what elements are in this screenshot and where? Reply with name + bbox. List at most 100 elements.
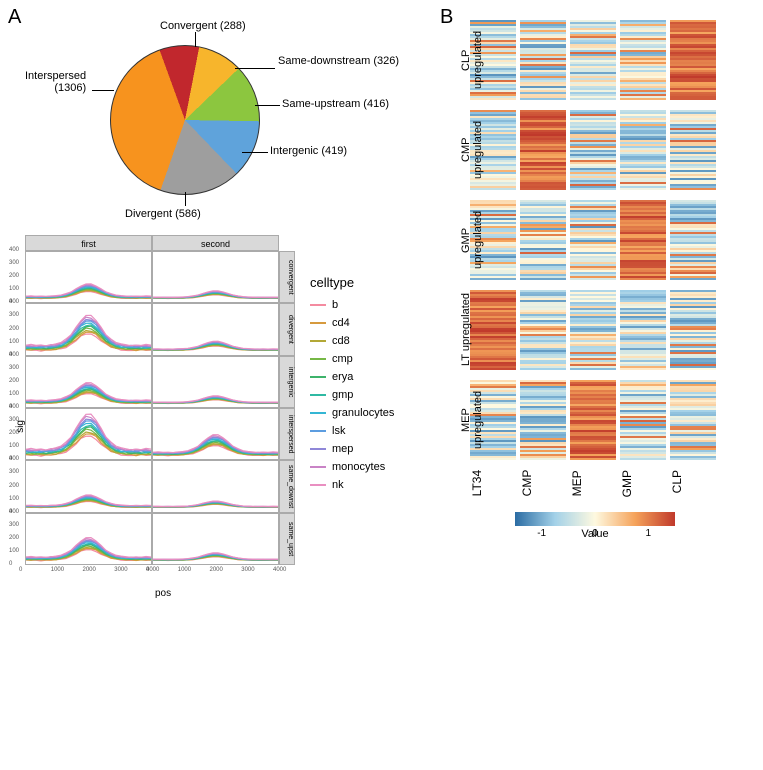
legend-item: granulocytes <box>310 404 420 422</box>
facet-cell <box>152 408 279 460</box>
facet-cell <box>152 513 279 565</box>
y-tick: 300 <box>9 260 19 266</box>
y-tick: 200 <box>9 273 19 279</box>
heatmap-column <box>670 380 716 460</box>
heatmap-cell <box>520 278 566 280</box>
heatmap-column <box>620 20 666 100</box>
heatmap-grid <box>470 110 750 190</box>
leader <box>235 68 275 69</box>
facet-cell <box>25 513 152 565</box>
legend-swatch <box>310 394 326 396</box>
facet-cell <box>152 303 279 355</box>
y-tick: 100 <box>9 286 19 292</box>
panel-a: Convergent (288) Same-downstream (326) S… <box>10 20 410 575</box>
y-tick: 0 <box>9 561 12 567</box>
heatmap-column <box>570 20 616 100</box>
heatmap-column <box>620 200 666 280</box>
heatmap-column <box>670 110 716 190</box>
facet-cell <box>152 356 279 408</box>
heatmap-cell <box>520 98 566 100</box>
x-tick: 4000 <box>273 567 286 573</box>
heatmap-column <box>620 380 666 460</box>
heatmap-column <box>570 380 616 460</box>
heatmap-cell <box>520 368 566 370</box>
heatmap-cell <box>570 98 616 100</box>
heatmap-x-label: CLP <box>670 470 716 497</box>
y-tick: 300 <box>9 365 19 371</box>
heatmap-cell <box>670 98 716 100</box>
y-tick: 100 <box>9 339 19 345</box>
facet-cell <box>25 356 152 408</box>
facet-cell <box>25 303 152 355</box>
heatmap-cell <box>620 98 666 100</box>
legend-label: gmp <box>332 389 353 401</box>
leader <box>242 152 268 153</box>
heatmap-column <box>670 290 716 370</box>
heatmap-x-label: CMP <box>520 470 566 497</box>
facet-y-label: sig <box>15 420 26 433</box>
legend-label: lsk <box>332 425 345 437</box>
pie-label-intergenic: Intergenic (419) <box>270 145 347 157</box>
colorbar: -101 Value <box>505 512 685 552</box>
legend-swatch <box>310 376 326 378</box>
pie-label-convergent: Convergent (288) <box>160 20 246 32</box>
facet-cell <box>25 251 152 303</box>
y-tick: 200 <box>9 326 19 332</box>
heatmap-group-label: CMP upregulated <box>460 110 484 190</box>
x-tick: 0 <box>19 567 22 573</box>
pie-label-interspersed: Interspersed(1306) <box>25 70 86 94</box>
legend-swatch <box>310 412 326 414</box>
heatmap-cell <box>620 278 666 280</box>
legend-item: cd8 <box>310 332 420 350</box>
heatmap-column <box>570 290 616 370</box>
facet-grid: firstsecondconvergentdivergentintergenic… <box>25 235 295 575</box>
heatmap-block: CMP upregulated <box>470 110 750 190</box>
legend-label: cmp <box>332 353 353 365</box>
heatmap-group-label: MEP upregulated <box>460 380 484 460</box>
y-tick: 300 <box>9 522 19 528</box>
facet-cell <box>25 460 152 512</box>
facet-row-header: intergenic <box>279 356 295 408</box>
facet-cell <box>152 460 279 512</box>
y-tick: 300 <box>9 469 19 475</box>
facet-row-header: interspersed <box>279 408 295 460</box>
y-tick: 400 <box>9 247 19 253</box>
legend-item: cd4 <box>310 314 420 332</box>
y-tick: 400 <box>9 509 19 515</box>
heatmap-x-label: MEP <box>570 470 616 497</box>
heatmap-cell <box>670 458 716 460</box>
heatmap-column <box>470 290 516 370</box>
colorbar-tick: -1 <box>537 528 546 539</box>
heatmap-block: GMP upregulated <box>470 200 750 280</box>
leader <box>92 90 114 91</box>
heatmap-column <box>670 20 716 100</box>
heatmap-cell <box>670 278 716 280</box>
legend-swatch <box>310 466 326 468</box>
leader <box>185 192 186 206</box>
legend-swatch <box>310 484 326 486</box>
colorbar-gradient <box>515 512 675 526</box>
y-tick: 400 <box>9 404 19 410</box>
pie-label-same-up: Same-upstream (416) <box>282 98 389 110</box>
facet-row-header: same_upst <box>279 513 295 565</box>
legend-label: monocytes <box>332 461 385 473</box>
legend-item: gmp <box>310 386 420 404</box>
heatmap-grid <box>470 380 750 460</box>
heatmap-cell <box>570 188 616 190</box>
heatmap-grid <box>470 200 750 280</box>
legend-swatch <box>310 430 326 432</box>
heatmap-column <box>620 290 666 370</box>
heatmap-grid <box>470 20 750 100</box>
heatmap-x-labels: LT34CMPMEPGMPCLP <box>470 470 750 497</box>
heatmap-cell <box>670 368 716 370</box>
facet-x-label: pos <box>155 588 171 599</box>
legend-item: lsk <box>310 422 420 440</box>
facet-col-header: second <box>152 235 279 251</box>
heatmap-cell <box>520 458 566 460</box>
legend-label: erya <box>332 371 353 383</box>
facet-row-header: divergent <box>279 303 295 355</box>
heatmap-stack: CLP upregulatedCMP upregulatedGMP upregu… <box>470 20 750 460</box>
facet-cell <box>152 251 279 303</box>
facet-col-header: first <box>25 235 152 251</box>
legend-item: monocytes <box>310 458 420 476</box>
